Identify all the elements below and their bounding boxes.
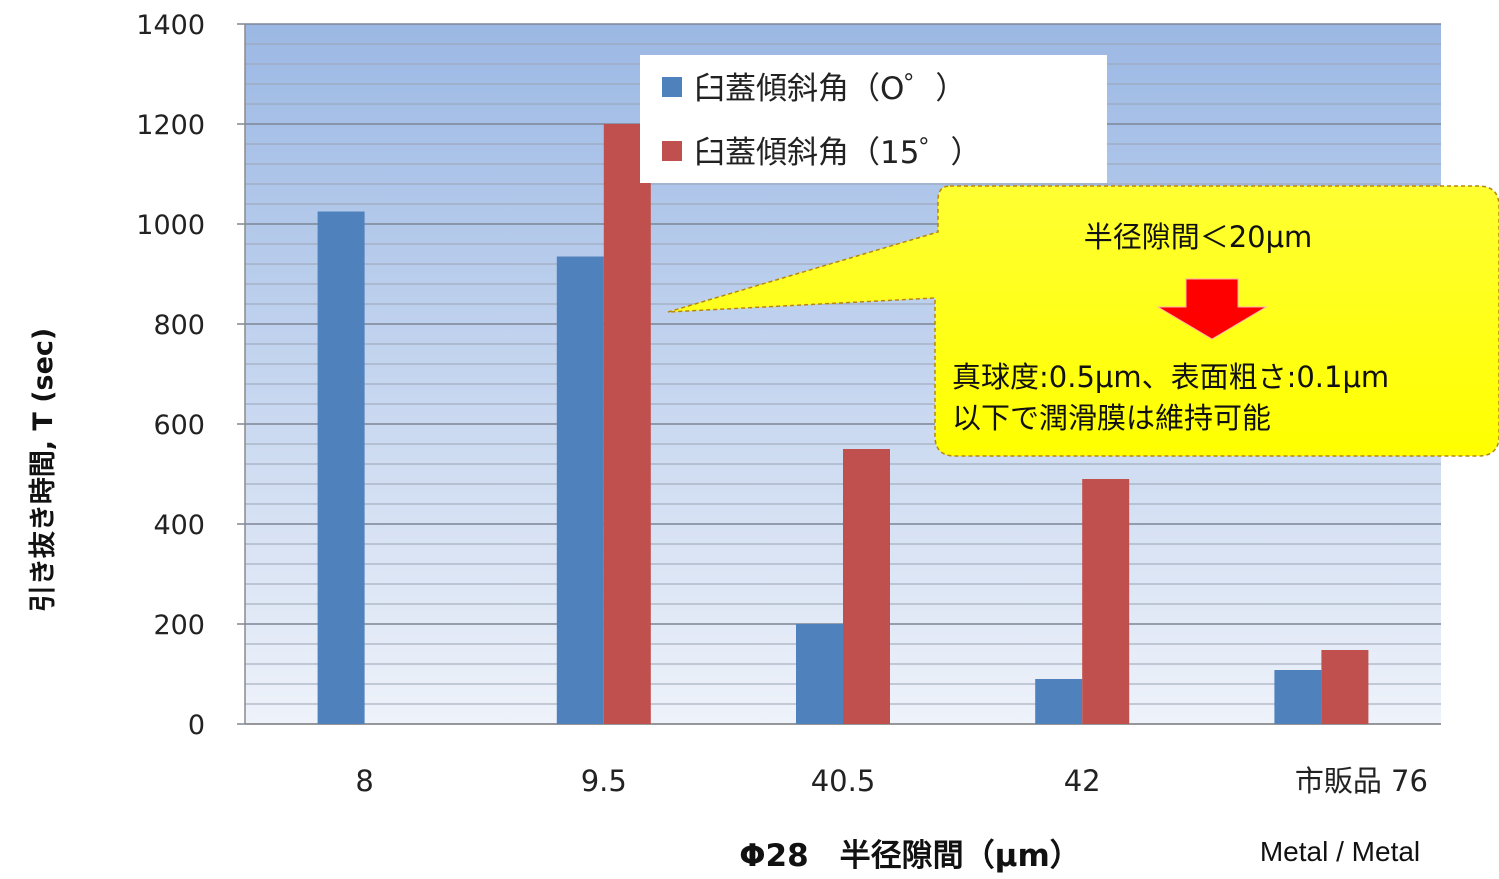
x-axis-sublabel: Metal / Metal [1260,836,1420,867]
legend-label-series-2: 臼蓋傾斜角（15゜） [694,135,981,171]
y-axis-ticks: 0 200 400 600 800 1000 1200 1400 [136,10,245,741]
y-tick-label: 200 [153,610,205,641]
x-category-label: 市販品 76 [1295,764,1428,798]
callout-down-arrow [1156,278,1268,340]
x-axis-categories: 8 9.5 40.5 42 市販品 76 [355,764,1428,798]
callout-bubble [667,185,1499,457]
y-tick-label: 800 [153,310,205,341]
y-tick-label: 1000 [136,210,205,241]
bar-series-1-2 [556,256,604,724]
callout-line-3: 以下で潤滑膜は維持可能 [952,401,1271,435]
y-tick-label: 400 [153,510,205,541]
x-category-label: 9.5 [581,764,627,798]
callout-line-1: 半径隙間＜20μm [1084,220,1313,254]
y-tick-label: 1200 [136,110,205,141]
bar-series-2-3 [843,449,890,724]
bar-series-2-5 [1321,650,1369,724]
legend: 臼蓋傾斜角（O゜） 臼蓋傾斜角（15゜） [640,55,1107,183]
legend-swatch-series-2 [662,141,682,161]
x-category-label: 8 [355,764,373,798]
bar-series-1-3 [796,624,843,724]
bar-series-1-5 [1274,670,1322,724]
x-category-label: 40.5 [811,764,876,798]
bar-series-1-4 [1035,679,1083,724]
legend-swatch-series-1 [662,77,682,97]
bar-series-2-4 [1082,479,1130,724]
bar-series-1-1 [317,211,365,724]
bars [317,124,1369,724]
y-tick-label: 600 [153,410,205,441]
x-axis-label: Φ28 半径隙間（μm） [739,838,1081,874]
y-tick-label: 0 [188,710,205,741]
y-tick-label: 1400 [136,10,205,41]
legend-label-series-1: 臼蓋傾斜角（O゜） [694,71,966,107]
legend-box [640,55,1107,183]
callout-annotation: 半径隙間＜20μm 真球度:0.5μm、表面粗さ:0.1μm 以下で潤滑膜は維持… [667,185,1499,457]
callout-line-2: 真球度:0.5μm、表面粗さ:0.1μm [952,360,1389,394]
bar-series-2-2 [603,124,651,724]
y-axis-label: 引き抜き時間, T (sec) [28,328,59,613]
x-category-label: 42 [1064,764,1101,798]
